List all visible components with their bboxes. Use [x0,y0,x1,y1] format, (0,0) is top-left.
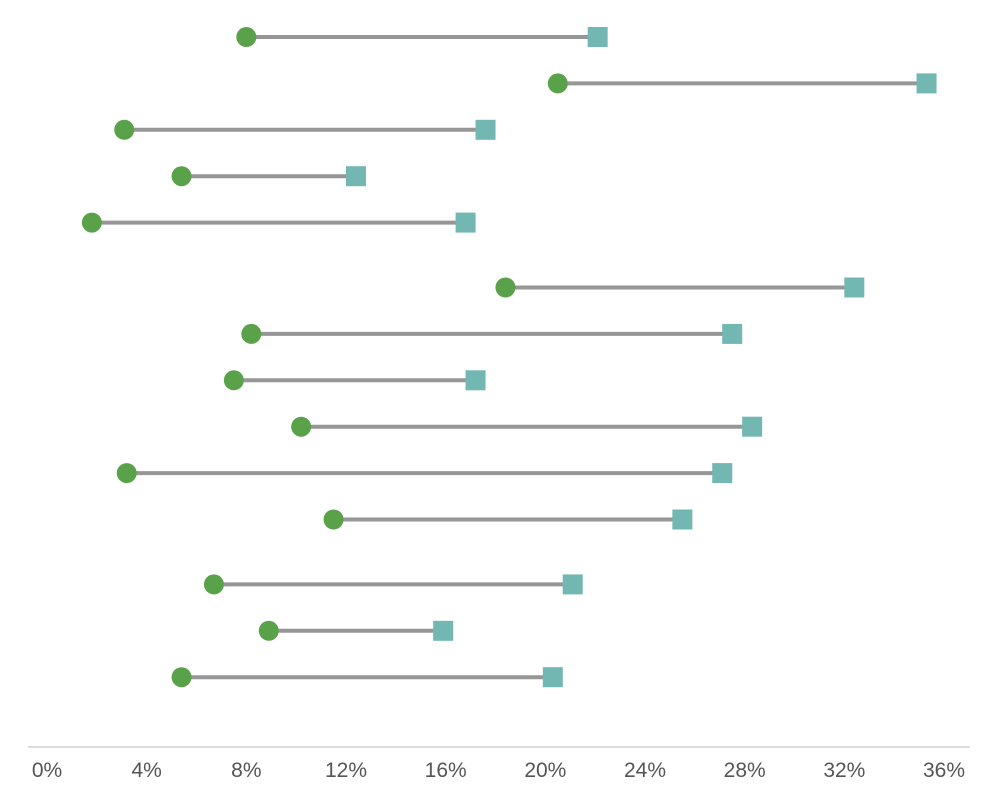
x-tick-label: 32% [823,759,865,782]
end-marker-square [542,667,563,688]
start-marker-circle [291,416,312,437]
x-axis: 0% 4% 8% 12% 16% 20% 24% 28% 32% 36% [28,746,970,782]
end-marker-square [345,166,366,187]
end-marker-square [722,323,743,344]
start-marker-circle [495,277,516,298]
dumbbell-row [171,166,366,187]
dumbbell-row [258,620,454,641]
chart-rows [81,27,937,688]
row-group [116,277,865,530]
dumbbell-row [114,119,496,140]
end-marker-square [742,416,763,437]
start-marker-circle [171,667,192,688]
dumbbell-row [171,667,563,688]
x-tick-label: 20% [524,759,566,782]
end-marker-square [433,620,454,641]
end-marker-square [455,212,476,233]
start-marker-circle [547,73,568,94]
start-marker-circle [81,212,102,233]
dumbbell-row [203,574,583,595]
end-marker-square [587,27,608,47]
dumbbell-row [547,73,937,94]
end-marker-square [465,370,486,391]
end-marker-square [475,119,496,140]
start-marker-circle [203,574,224,595]
dumbbell-row [241,323,743,344]
start-marker-circle [323,509,344,530]
dumbbell-row [81,212,476,233]
dumbbell-row [323,509,693,530]
start-marker-circle [114,119,135,140]
x-tick-label: 16% [425,759,467,782]
x-tick-label: 4% [131,759,161,782]
start-marker-circle [223,370,244,391]
end-marker-square [672,509,693,530]
x-axis-tick-labels: 0% 4% 8% 12% 16% 20% 24% 28% 32% 36% [32,759,965,782]
row-group [171,574,583,688]
end-marker-square [916,73,937,94]
x-tick-label: 36% [923,759,965,782]
start-marker-circle [171,166,192,187]
x-tick-label: 12% [325,759,367,782]
x-tick-label: 8% [231,759,261,782]
start-marker-circle [258,620,279,641]
start-marker-circle [116,463,137,484]
end-marker-square [844,277,865,298]
end-marker-square [712,463,733,484]
dumbbell-row [495,277,865,298]
x-tick-label: 28% [724,759,766,782]
dumbbell-row [291,416,763,437]
row-group [81,27,937,233]
dumbbell-row [236,27,608,47]
end-marker-square [562,574,583,595]
x-tick-label: 24% [624,759,666,782]
dumbbell-row [223,370,486,391]
start-marker-circle [236,27,257,47]
start-marker-circle [241,323,262,344]
dumbbell-row [116,463,733,484]
x-tick-label: 0% [32,759,62,782]
